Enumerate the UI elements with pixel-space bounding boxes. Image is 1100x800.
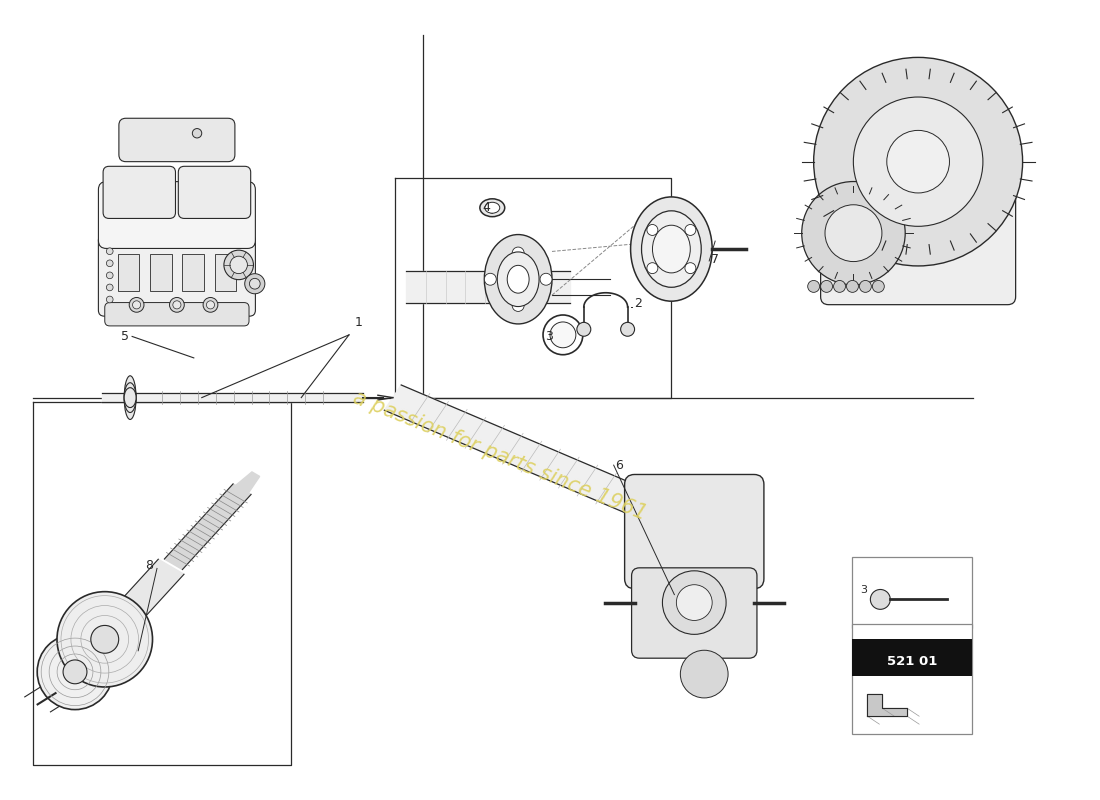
Circle shape bbox=[37, 634, 113, 710]
Ellipse shape bbox=[641, 211, 701, 287]
Circle shape bbox=[887, 130, 949, 193]
Circle shape bbox=[107, 284, 113, 290]
Circle shape bbox=[576, 322, 591, 336]
Circle shape bbox=[57, 592, 153, 687]
Ellipse shape bbox=[485, 202, 499, 214]
Polygon shape bbox=[406, 271, 570, 303]
FancyBboxPatch shape bbox=[178, 166, 251, 218]
Circle shape bbox=[680, 650, 728, 698]
Circle shape bbox=[192, 129, 201, 138]
Circle shape bbox=[821, 281, 833, 292]
Circle shape bbox=[872, 281, 884, 292]
Circle shape bbox=[169, 298, 185, 312]
Text: 1: 1 bbox=[355, 317, 363, 330]
FancyBboxPatch shape bbox=[625, 474, 763, 589]
Circle shape bbox=[132, 301, 141, 309]
FancyBboxPatch shape bbox=[119, 118, 235, 162]
Circle shape bbox=[513, 247, 524, 259]
Circle shape bbox=[230, 256, 248, 274]
Polygon shape bbox=[235, 472, 260, 493]
Circle shape bbox=[620, 322, 635, 336]
Circle shape bbox=[834, 281, 846, 292]
FancyBboxPatch shape bbox=[98, 234, 255, 316]
Circle shape bbox=[662, 571, 726, 634]
Polygon shape bbox=[868, 694, 908, 716]
Bar bbox=[150, 254, 172, 291]
Circle shape bbox=[63, 660, 87, 684]
Circle shape bbox=[107, 296, 113, 303]
Circle shape bbox=[859, 281, 871, 292]
Ellipse shape bbox=[124, 376, 136, 419]
Ellipse shape bbox=[630, 197, 712, 301]
Circle shape bbox=[802, 182, 905, 285]
Circle shape bbox=[550, 322, 576, 348]
Circle shape bbox=[647, 262, 658, 274]
Polygon shape bbox=[164, 484, 251, 570]
Polygon shape bbox=[85, 559, 184, 654]
Circle shape bbox=[870, 590, 890, 610]
Bar bbox=[183, 254, 204, 291]
Circle shape bbox=[825, 205, 882, 262]
Polygon shape bbox=[384, 385, 668, 524]
Ellipse shape bbox=[124, 382, 136, 413]
Circle shape bbox=[513, 299, 524, 311]
Text: 7: 7 bbox=[712, 253, 719, 266]
Bar bbox=[852, 638, 972, 677]
Circle shape bbox=[814, 58, 1023, 266]
Ellipse shape bbox=[480, 199, 505, 217]
Circle shape bbox=[807, 281, 820, 292]
Circle shape bbox=[250, 278, 261, 289]
Circle shape bbox=[540, 274, 552, 286]
FancyBboxPatch shape bbox=[631, 568, 757, 658]
Text: 5: 5 bbox=[121, 330, 129, 343]
Circle shape bbox=[847, 281, 858, 292]
Circle shape bbox=[91, 626, 119, 654]
Circle shape bbox=[647, 225, 658, 235]
Ellipse shape bbox=[507, 266, 529, 293]
Text: 8: 8 bbox=[145, 558, 153, 572]
Circle shape bbox=[685, 262, 696, 274]
Circle shape bbox=[224, 250, 253, 280]
FancyBboxPatch shape bbox=[821, 150, 1015, 305]
Circle shape bbox=[204, 298, 218, 312]
Text: 521 01: 521 01 bbox=[887, 655, 937, 668]
Circle shape bbox=[854, 97, 983, 226]
Ellipse shape bbox=[652, 226, 691, 273]
Bar bbox=[118, 254, 140, 291]
Bar bbox=[852, 557, 972, 628]
Text: 3: 3 bbox=[860, 585, 868, 595]
Text: 3: 3 bbox=[546, 330, 553, 343]
Bar bbox=[852, 625, 972, 734]
Ellipse shape bbox=[497, 252, 539, 306]
Polygon shape bbox=[102, 393, 363, 402]
FancyBboxPatch shape bbox=[103, 166, 176, 218]
Text: 6: 6 bbox=[615, 458, 623, 472]
FancyBboxPatch shape bbox=[98, 182, 255, 249]
Bar bbox=[214, 254, 236, 291]
FancyBboxPatch shape bbox=[104, 302, 249, 326]
Circle shape bbox=[244, 274, 265, 294]
Ellipse shape bbox=[484, 234, 552, 324]
Circle shape bbox=[676, 585, 712, 621]
Circle shape bbox=[129, 298, 144, 312]
Circle shape bbox=[173, 301, 182, 309]
Text: 2: 2 bbox=[635, 297, 642, 310]
Circle shape bbox=[107, 272, 113, 278]
Circle shape bbox=[207, 301, 215, 309]
Circle shape bbox=[685, 225, 696, 235]
Text: 4: 4 bbox=[483, 202, 491, 214]
Circle shape bbox=[107, 260, 113, 266]
Circle shape bbox=[543, 315, 583, 354]
Circle shape bbox=[107, 248, 113, 254]
Circle shape bbox=[484, 274, 496, 286]
Text: a passion for parts since 1961: a passion for parts since 1961 bbox=[351, 387, 650, 524]
Ellipse shape bbox=[124, 388, 136, 407]
